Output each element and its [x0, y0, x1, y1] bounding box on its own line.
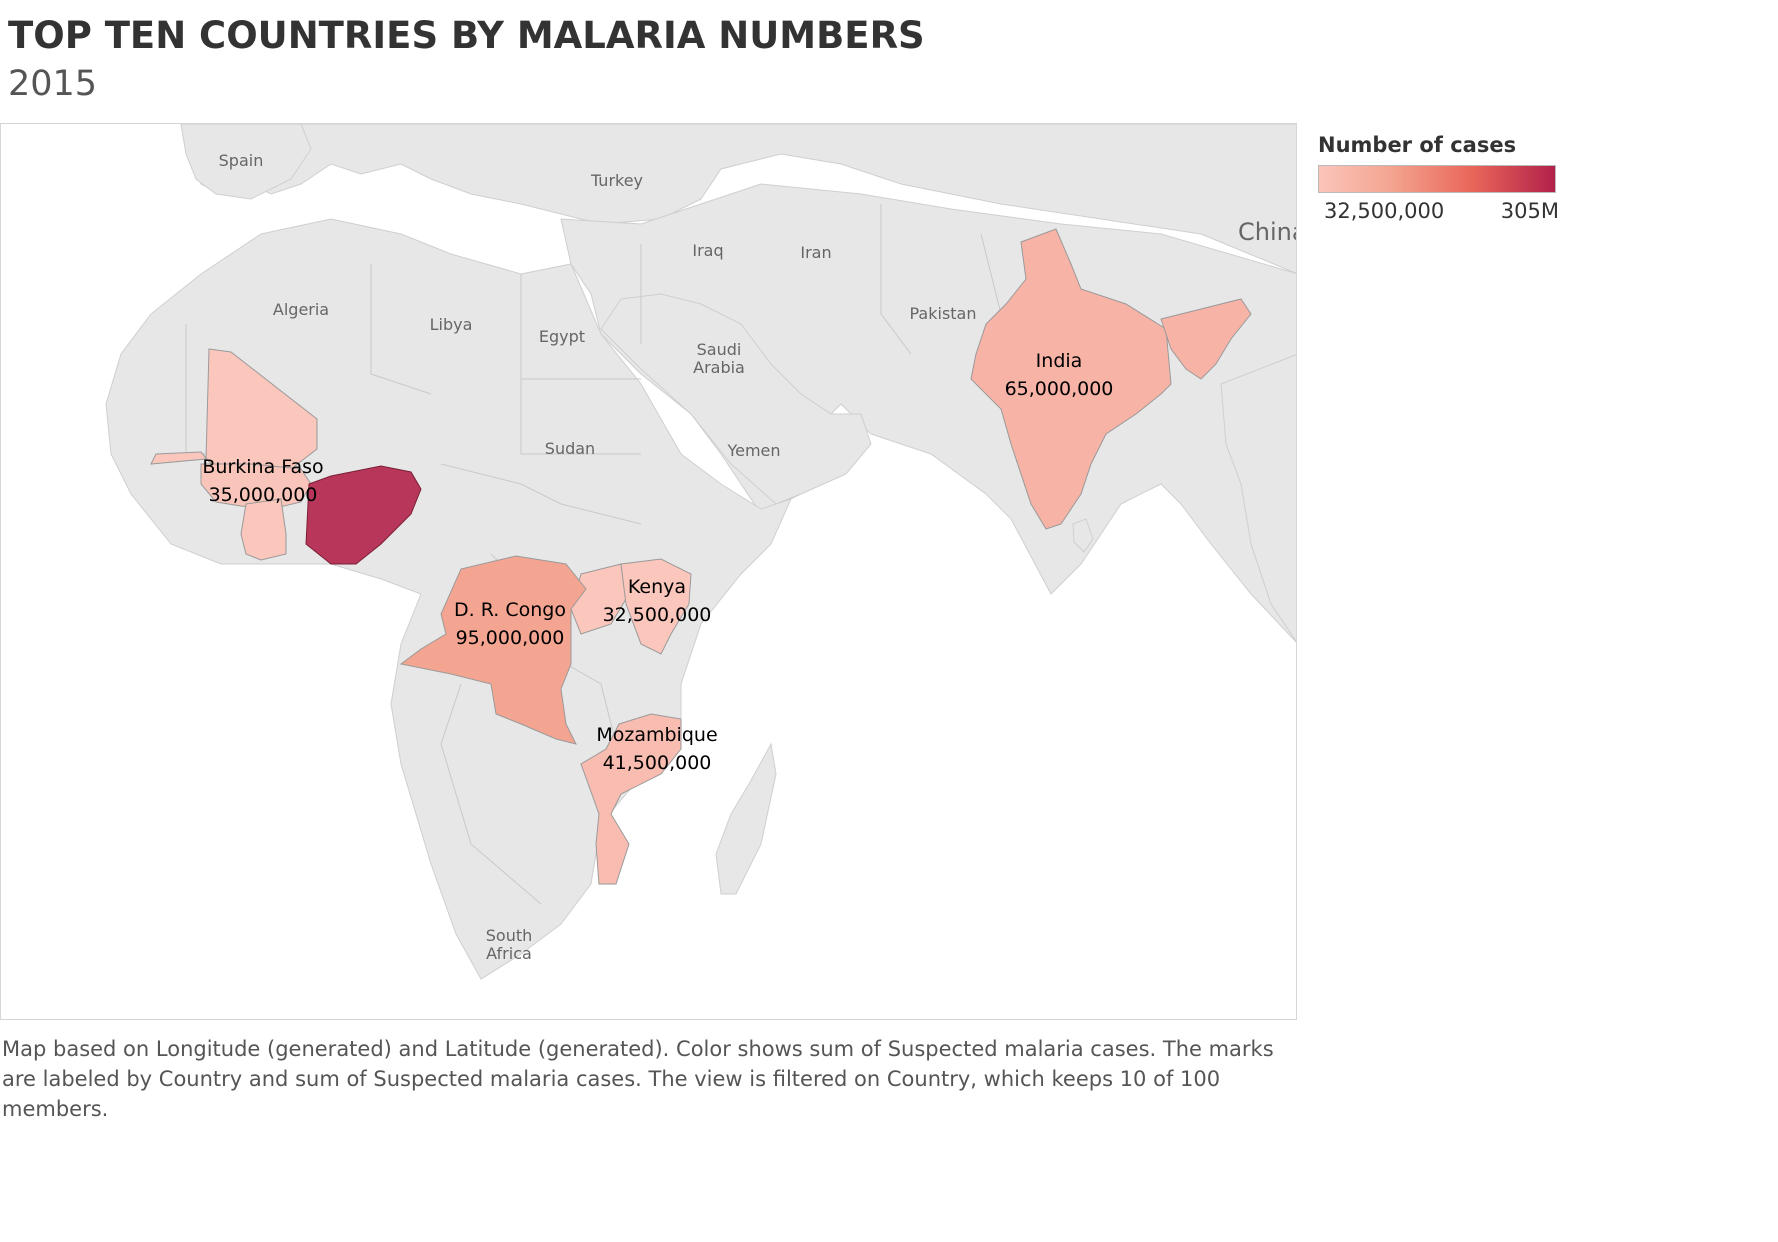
- land-iberia: [180, 124, 312, 200]
- color-legend: Number of cases 32,500,000 305M: [1318, 133, 1563, 229]
- label-egypt: Egypt: [539, 327, 585, 346]
- page-subtitle: 2015: [8, 64, 98, 104]
- label-iran: Iran: [800, 243, 831, 262]
- country-burkina-faso[interactable]: [200, 463, 312, 510]
- map-svg: Spain Turkey China Iraq Iran Algeria Lib…: [1, 124, 1297, 1019]
- label-spain: Spain: [219, 151, 264, 170]
- legend-labels: 32,500,000 305M: [1318, 199, 1563, 229]
- country-kenya[interactable]: [620, 558, 692, 655]
- legend-title: Number of cases: [1318, 133, 1517, 157]
- mark-label-drc-value: 95,000,000: [456, 627, 565, 649]
- mark-label-kenya-value: 32,500,000: [603, 604, 712, 626]
- map-view[interactable]: Spain Turkey China Iraq Iran Algeria Lib…: [0, 123, 1297, 1020]
- label-saudi-2: Arabia: [693, 358, 745, 377]
- land-asia: [560, 183, 1296, 643]
- label-iraq: Iraq: [692, 241, 723, 260]
- legend-color-ramp: [1318, 165, 1556, 193]
- land-europe: [180, 124, 1296, 274]
- country-mozambique[interactable]: [580, 713, 682, 885]
- label-libya: Libya: [430, 315, 473, 334]
- country-nigeria[interactable]: [305, 465, 422, 565]
- country-dr-congo[interactable]: [399, 555, 587, 745]
- label-south-africa-1: South: [486, 926, 533, 945]
- land-arabia: [600, 293, 872, 505]
- country-ghana[interactable]: [240, 498, 287, 561]
- caption: Map based on Longitude (generated) and L…: [2, 1037, 1274, 1121]
- page-title: TOP TEN COUNTRIES BY MALARIA NUMBERS: [8, 14, 925, 57]
- land-indochina: [1220, 354, 1296, 642]
- mark-label-burkina-value: 35,000,000: [209, 484, 318, 506]
- mark-labels: India 65,000,000 Burkina Faso 35,000,000…: [202, 350, 1113, 774]
- country-india[interactable]: [970, 228, 1172, 530]
- land-sri-lanka: [1072, 518, 1094, 553]
- mark-label-mozambique-value: 41,500,000: [603, 752, 712, 774]
- mark-label-drc-country: D. R. Congo: [454, 599, 566, 621]
- label-algeria: Algeria: [273, 300, 329, 319]
- label-yemen: Yemen: [726, 441, 780, 460]
- label-sudan: Sudan: [545, 439, 595, 458]
- country-bangladesh-myanmar[interactable]: [1160, 298, 1252, 380]
- label-south-africa-2: Africa: [486, 944, 532, 963]
- land-madagascar: [715, 742, 777, 895]
- legend-min-label: 32,500,000: [1324, 199, 1445, 223]
- mark-label-kenya-country: Kenya: [628, 576, 686, 598]
- mark-label-burkina-country: Burkina Faso: [202, 456, 323, 478]
- label-pakistan: Pakistan: [910, 304, 977, 323]
- mark-label-india-country: India: [1036, 350, 1083, 372]
- mark-label-mozambique-country: Mozambique: [596, 724, 717, 746]
- label-saudi-1: Saudi: [697, 340, 742, 359]
- label-turkey: Turkey: [590, 171, 643, 190]
- legend-max-label: 305M: [1500, 199, 1559, 223]
- base-map-labels: Spain Turkey China Iraq Iran Algeria Lib…: [219, 151, 1297, 963]
- label-china: China: [1238, 218, 1297, 246]
- mark-label-india-value: 65,000,000: [1005, 378, 1114, 400]
